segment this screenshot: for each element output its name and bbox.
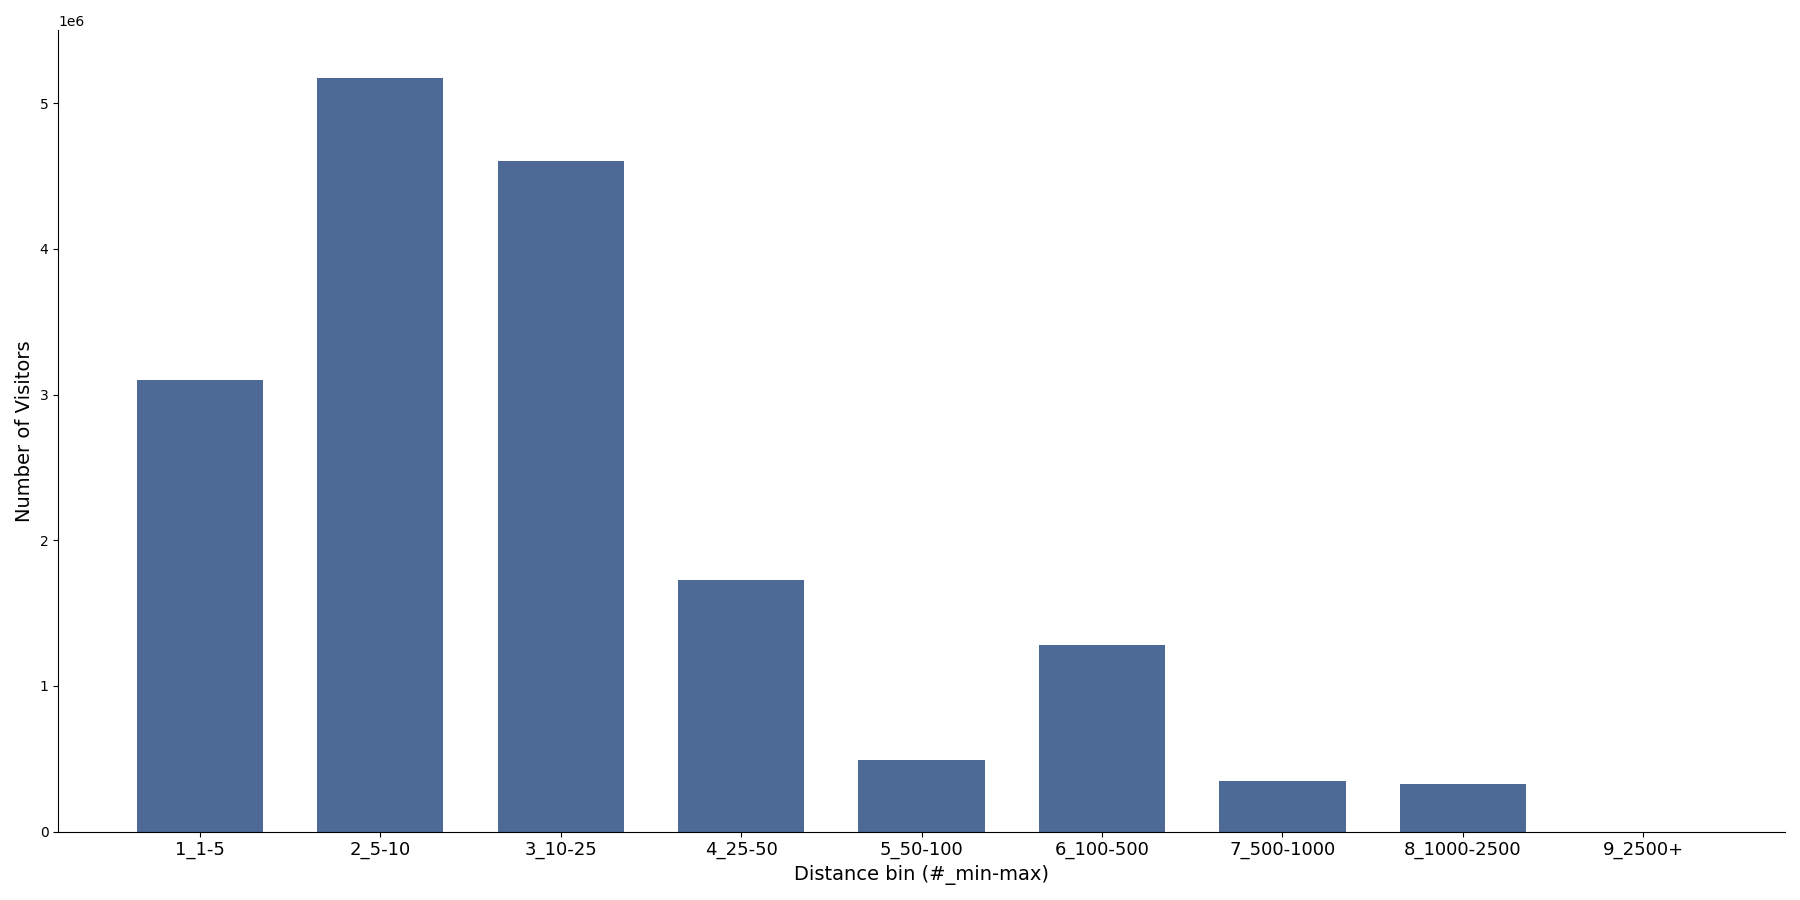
Bar [1039,645,1165,832]
Bar [859,760,985,832]
Y-axis label: Number of Visitors: Number of Visitors [14,340,34,522]
Bar [1400,785,1526,832]
Bar [137,380,263,832]
Bar [317,77,443,832]
X-axis label: Distance bin (#_min-max): Distance bin (#_min-max) [794,865,1049,885]
Bar [679,580,805,832]
Bar [1219,781,1346,832]
Bar [497,161,625,832]
